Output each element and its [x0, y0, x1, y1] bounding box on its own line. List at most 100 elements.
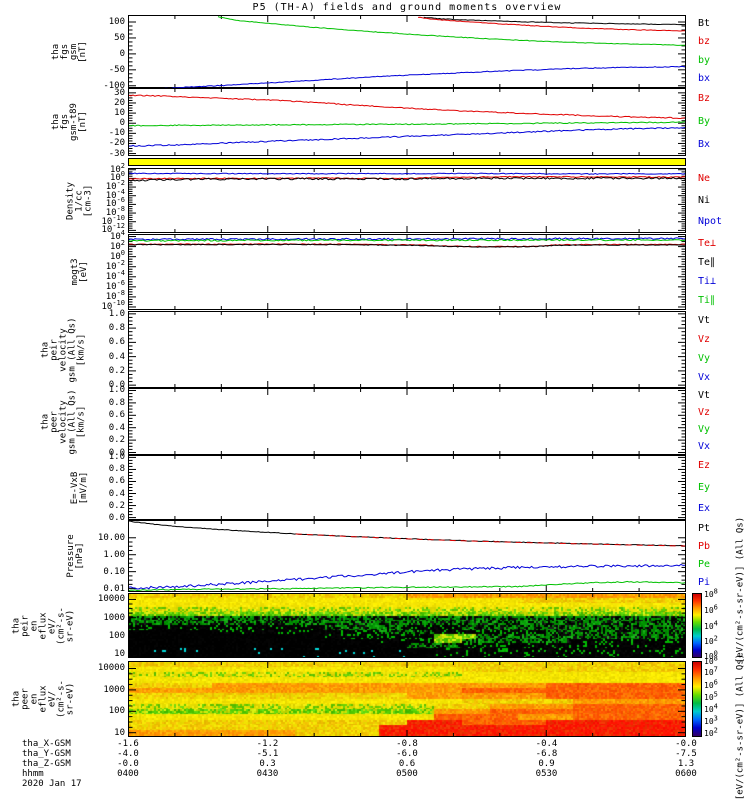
y-tick-label: 10 [114, 727, 125, 738]
series-Bx [129, 127, 686, 147]
legend-label-fgst89-1: By [698, 116, 711, 127]
y-tick-label: 1000 [103, 612, 125, 623]
legend-label-fgs-1: bz [698, 36, 711, 48]
y-tick-label: 100 [109, 170, 125, 184]
colorbar-spec1 [692, 593, 702, 658]
panel-spec1-heatmap [129, 594, 685, 657]
y-tick-label: 10 [114, 108, 125, 119]
y-tick-label: 1000 [103, 684, 125, 695]
panel-fgst89 [128, 88, 686, 156]
y-tick-label: 104 [109, 228, 125, 242]
y-tick-label: 0 [119, 48, 125, 59]
y-axis-label-vpeer-text: tha peer velocity gsm (All Qs) [km/s] [40, 388, 87, 455]
panel-vpeir-axes [128, 311, 686, 388]
axis-row-label-3: hhmm [22, 769, 44, 779]
y-tick-label: 100 [108, 631, 125, 642]
y-axis-label-efield-text: E=-VxB [mV/m] [70, 471, 89, 504]
axis-value-1-2: -6.0 [396, 749, 418, 759]
y-tick-label: 0 [119, 118, 125, 129]
axis-value-2-2: 0.6 [398, 759, 416, 769]
axis-row-label-0: tha_X-GSM [22, 739, 71, 749]
legend-label-vpeir-0: Vt [698, 314, 711, 326]
y-tick-label: 10-10 [101, 213, 126, 227]
colorbar-tick-spec1-1: 106 [704, 603, 718, 615]
y-axis-label-spec1-text: tha peir en eflux eV/ (cm²-s- sr-eV) [11, 606, 76, 645]
y-tick-label: 100 [108, 706, 125, 717]
y-tick-label: 100 [109, 248, 125, 262]
series-Ne [128, 175, 686, 180]
colorbar-tick-spec2-0: 108 [704, 654, 718, 666]
series-bx [164, 65, 686, 88]
y-tick-label: 50 [114, 32, 125, 43]
colorbar-unit-label-spec1-text: [eV/(cm²-s-sr-eV)] (All Qs) [735, 516, 746, 664]
colorbar-unit-label-spec2-text: [eV/(cm²-s-sr-eV)] (All Qs) [735, 653, 746, 800]
panel-spec2-axes [128, 661, 686, 737]
legend-label-pressure-2: Pe [698, 559, 711, 570]
panel-efield [128, 455, 686, 520]
legend-label-mogt3-0: Te⊥ [698, 237, 717, 249]
axis-value-0-3: -0.4 [535, 739, 558, 749]
series-Bt [423, 16, 685, 26]
axis-value-1-1: -5.1 [256, 749, 279, 759]
panel-pressure [128, 520, 686, 592]
y-tick-label: 102 [109, 238, 125, 252]
legend-label-mogt3-2: Ti⊥ [698, 275, 717, 287]
series-Pe [128, 580, 686, 592]
y-tick-label: -100 [103, 80, 125, 91]
y-tick-label: 10-6 [105, 278, 125, 292]
series-Bz [128, 94, 686, 120]
series-bz [418, 16, 685, 32]
axis-value-3-3: 0530 [535, 769, 558, 779]
y-tick-label: 10-4 [105, 268, 125, 282]
axis-value-3-0: 0400 [117, 769, 139, 779]
legend-label-fgs-2: by [698, 54, 711, 66]
y-axis-label-fgs-text: tha fgs gsm [nT] [51, 40, 88, 63]
y-tick-label: 10-4 [105, 187, 125, 201]
y-axis-label-vpeir-text: tha peir velocity gsm (All Qs) [km/s] [40, 316, 87, 383]
y-tick-label: 10.00 [97, 532, 125, 543]
y-tick-label: 0.8 [108, 464, 125, 475]
y-tick-label: 102 [109, 161, 125, 175]
axis-value-0-1: -1.2 [256, 739, 279, 749]
y-tick-label: 100 [108, 17, 125, 27]
panel-pressure-axes [128, 520, 686, 592]
y-axis-label-fgst89-text: tha fgs gsm-t89 [nT] [51, 103, 88, 141]
legend-label-fgs-3: bx [698, 72, 711, 84]
legend-label-vpeer-0: Vt [698, 390, 711, 402]
legend-label-fgs-0: Bt [698, 18, 711, 30]
series-Pi [128, 563, 686, 590]
panel-vpeer-axes [128, 388, 686, 455]
y-tick-label: 1.0 [108, 308, 125, 319]
axis-value-1-4: -7.5 [675, 749, 697, 759]
y-tick-label: 0.01 [103, 583, 125, 594]
y-tick-label: 0.2 [108, 500, 125, 511]
y-axis-label-spec2-text: tha peer en eflux eV/ (cm²-s- sr-eV) [11, 680, 76, 718]
axis-value-1-3: -6.8 [535, 749, 558, 759]
panel-vpeer [128, 388, 686, 455]
y-tick-label: 1.0 [108, 452, 125, 463]
series-Ni [128, 176, 686, 182]
series-by [217, 16, 685, 46]
y-tick-label: 10-10 [101, 298, 126, 312]
axis-row-label-2: tha_Z-GSM [22, 759, 71, 769]
colorbar-tick-spec2-3: 105 [704, 690, 718, 702]
y-tick-label: 10000 [97, 594, 125, 605]
series-TePara [128, 243, 685, 248]
date-label: 2020 Jan 17 [22, 779, 82, 789]
quality-flags-bar [128, 158, 686, 166]
panel-density [128, 168, 686, 233]
legend-label-fgst89-0: Bz [698, 93, 711, 105]
legend-label-pressure-3: Pi [698, 577, 711, 588]
y-tick-label: 0.0 [108, 447, 125, 458]
y-tick-label: 0.4 [108, 422, 125, 433]
y-tick-label: 10-8 [105, 288, 125, 302]
legend-label-efield-0: Ez [698, 459, 711, 471]
y-tick-label: 10000 [97, 663, 125, 674]
panel-spec1-axes [128, 593, 686, 658]
legend-label-vpeir-3: Vx [698, 372, 711, 384]
y-tick-label: 10-2 [105, 258, 125, 272]
y-axis-label-density-text: Density 1/cc [cm-3] [65, 181, 94, 220]
y-tick-label: 0.6 [108, 410, 125, 421]
y-tick-label: -20 [108, 138, 125, 149]
y-tick-label: 0.2 [108, 365, 125, 376]
